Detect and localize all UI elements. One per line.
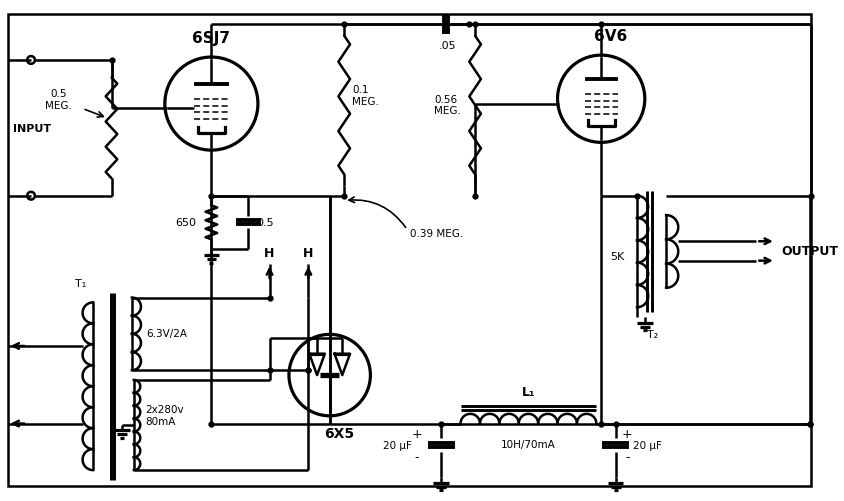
Text: 2x280v
80mA: 2x280v 80mA xyxy=(145,404,184,426)
Text: 0.5
MEG.: 0.5 MEG. xyxy=(45,89,72,110)
Text: 6V6: 6V6 xyxy=(594,30,627,45)
Text: 650: 650 xyxy=(176,217,197,227)
Text: +: + xyxy=(412,427,422,440)
Text: .05: .05 xyxy=(439,41,457,51)
Text: INPUT: INPUT xyxy=(13,124,51,134)
Text: 5K: 5K xyxy=(610,252,625,262)
Text: 10H/70mA: 10H/70mA xyxy=(501,439,556,449)
Text: T₂: T₂ xyxy=(647,329,658,339)
Text: 20 μF: 20 μF xyxy=(633,440,662,450)
Text: H: H xyxy=(264,246,275,259)
Text: T₁: T₁ xyxy=(75,279,86,289)
Text: 6.3V/2A: 6.3V/2A xyxy=(146,329,187,339)
Text: H: H xyxy=(303,246,313,259)
Text: 6X5: 6X5 xyxy=(324,426,354,439)
Text: -: - xyxy=(625,450,630,463)
Text: -: - xyxy=(414,450,419,463)
Text: 0.5: 0.5 xyxy=(256,217,273,227)
Text: +: + xyxy=(622,427,633,440)
Text: L₁: L₁ xyxy=(522,386,535,399)
Text: 0.1
MEG.: 0.1 MEG. xyxy=(352,85,379,106)
Text: 0.39 MEG.: 0.39 MEG. xyxy=(410,228,463,238)
Text: OUTPUT: OUTPUT xyxy=(782,245,839,258)
Text: 0.56
MEG.: 0.56 MEG. xyxy=(435,95,462,116)
Text: 6SJ7: 6SJ7 xyxy=(192,32,230,46)
Text: 20 μF: 20 μF xyxy=(383,440,412,450)
